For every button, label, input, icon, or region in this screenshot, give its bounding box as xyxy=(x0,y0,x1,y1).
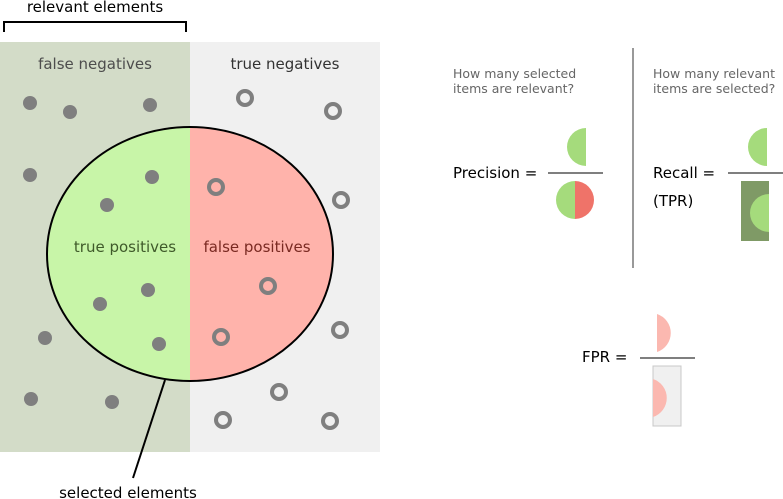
irrelevant-dot xyxy=(331,321,349,339)
irrelevant-dot xyxy=(236,89,254,107)
false-negatives-label: false negatives xyxy=(38,55,152,73)
relevant-dot xyxy=(23,168,37,182)
irrelevant-dot xyxy=(212,328,230,346)
fpr-denominator-icon xyxy=(653,379,667,417)
recall-label: Recall = xyxy=(653,164,715,182)
relevant-dot xyxy=(145,170,159,184)
precision-label: Precision = xyxy=(453,164,537,182)
recall-numerator-icon xyxy=(748,128,767,166)
relevant-dot xyxy=(152,337,166,351)
relevant-dot xyxy=(141,283,155,297)
relevant-dot xyxy=(24,392,38,406)
relevant-dots xyxy=(23,96,166,409)
selected-pointer-line xyxy=(132,379,166,479)
irrelevant-dot xyxy=(259,277,277,295)
fpr-numerator-icon xyxy=(657,314,671,352)
precision-numerator-icon xyxy=(567,128,586,166)
relevant-bracket xyxy=(3,21,187,32)
irrelevant-dot xyxy=(324,102,342,120)
recall-sublabel: (TPR) xyxy=(653,192,693,210)
recall-question-line1: How many relevant xyxy=(653,66,775,81)
relevant-dot xyxy=(100,198,114,212)
relevant-elements-label: relevant elements xyxy=(27,0,164,16)
irrelevant-dot xyxy=(207,178,225,196)
relevant-dot xyxy=(23,96,37,110)
irrelevant-dots xyxy=(207,89,350,430)
relevant-dot xyxy=(63,105,77,119)
true-negatives-label: true negatives xyxy=(231,55,340,73)
recall-question-line2: items are selected? xyxy=(653,81,775,96)
fpr-label: FPR = xyxy=(582,348,627,366)
irrelevant-dot xyxy=(214,411,232,429)
irrelevant-dot xyxy=(270,383,288,401)
false-positives-label: false positives xyxy=(203,238,310,256)
irrelevant-dot xyxy=(332,191,350,209)
recall-denominator-icon xyxy=(750,194,769,232)
precision-question-line1: How many selected xyxy=(453,66,576,81)
relevant-dot xyxy=(143,98,157,112)
relevant-dot xyxy=(93,297,107,311)
selected-ellipse-outline xyxy=(46,126,334,382)
precision-denominator-red-icon xyxy=(575,181,594,219)
relevant-dot xyxy=(38,331,52,345)
irrelevant-dot xyxy=(321,412,339,430)
true-positives-region xyxy=(47,127,190,381)
relevant-dot xyxy=(105,395,119,409)
true-positives-label: true positives xyxy=(74,238,176,256)
precision-question-line2: items are relevant? xyxy=(453,81,574,96)
precision-denominator-green-icon xyxy=(556,181,575,219)
false-positives-region xyxy=(190,127,333,381)
selected-elements-label: selected elements xyxy=(59,484,197,499)
